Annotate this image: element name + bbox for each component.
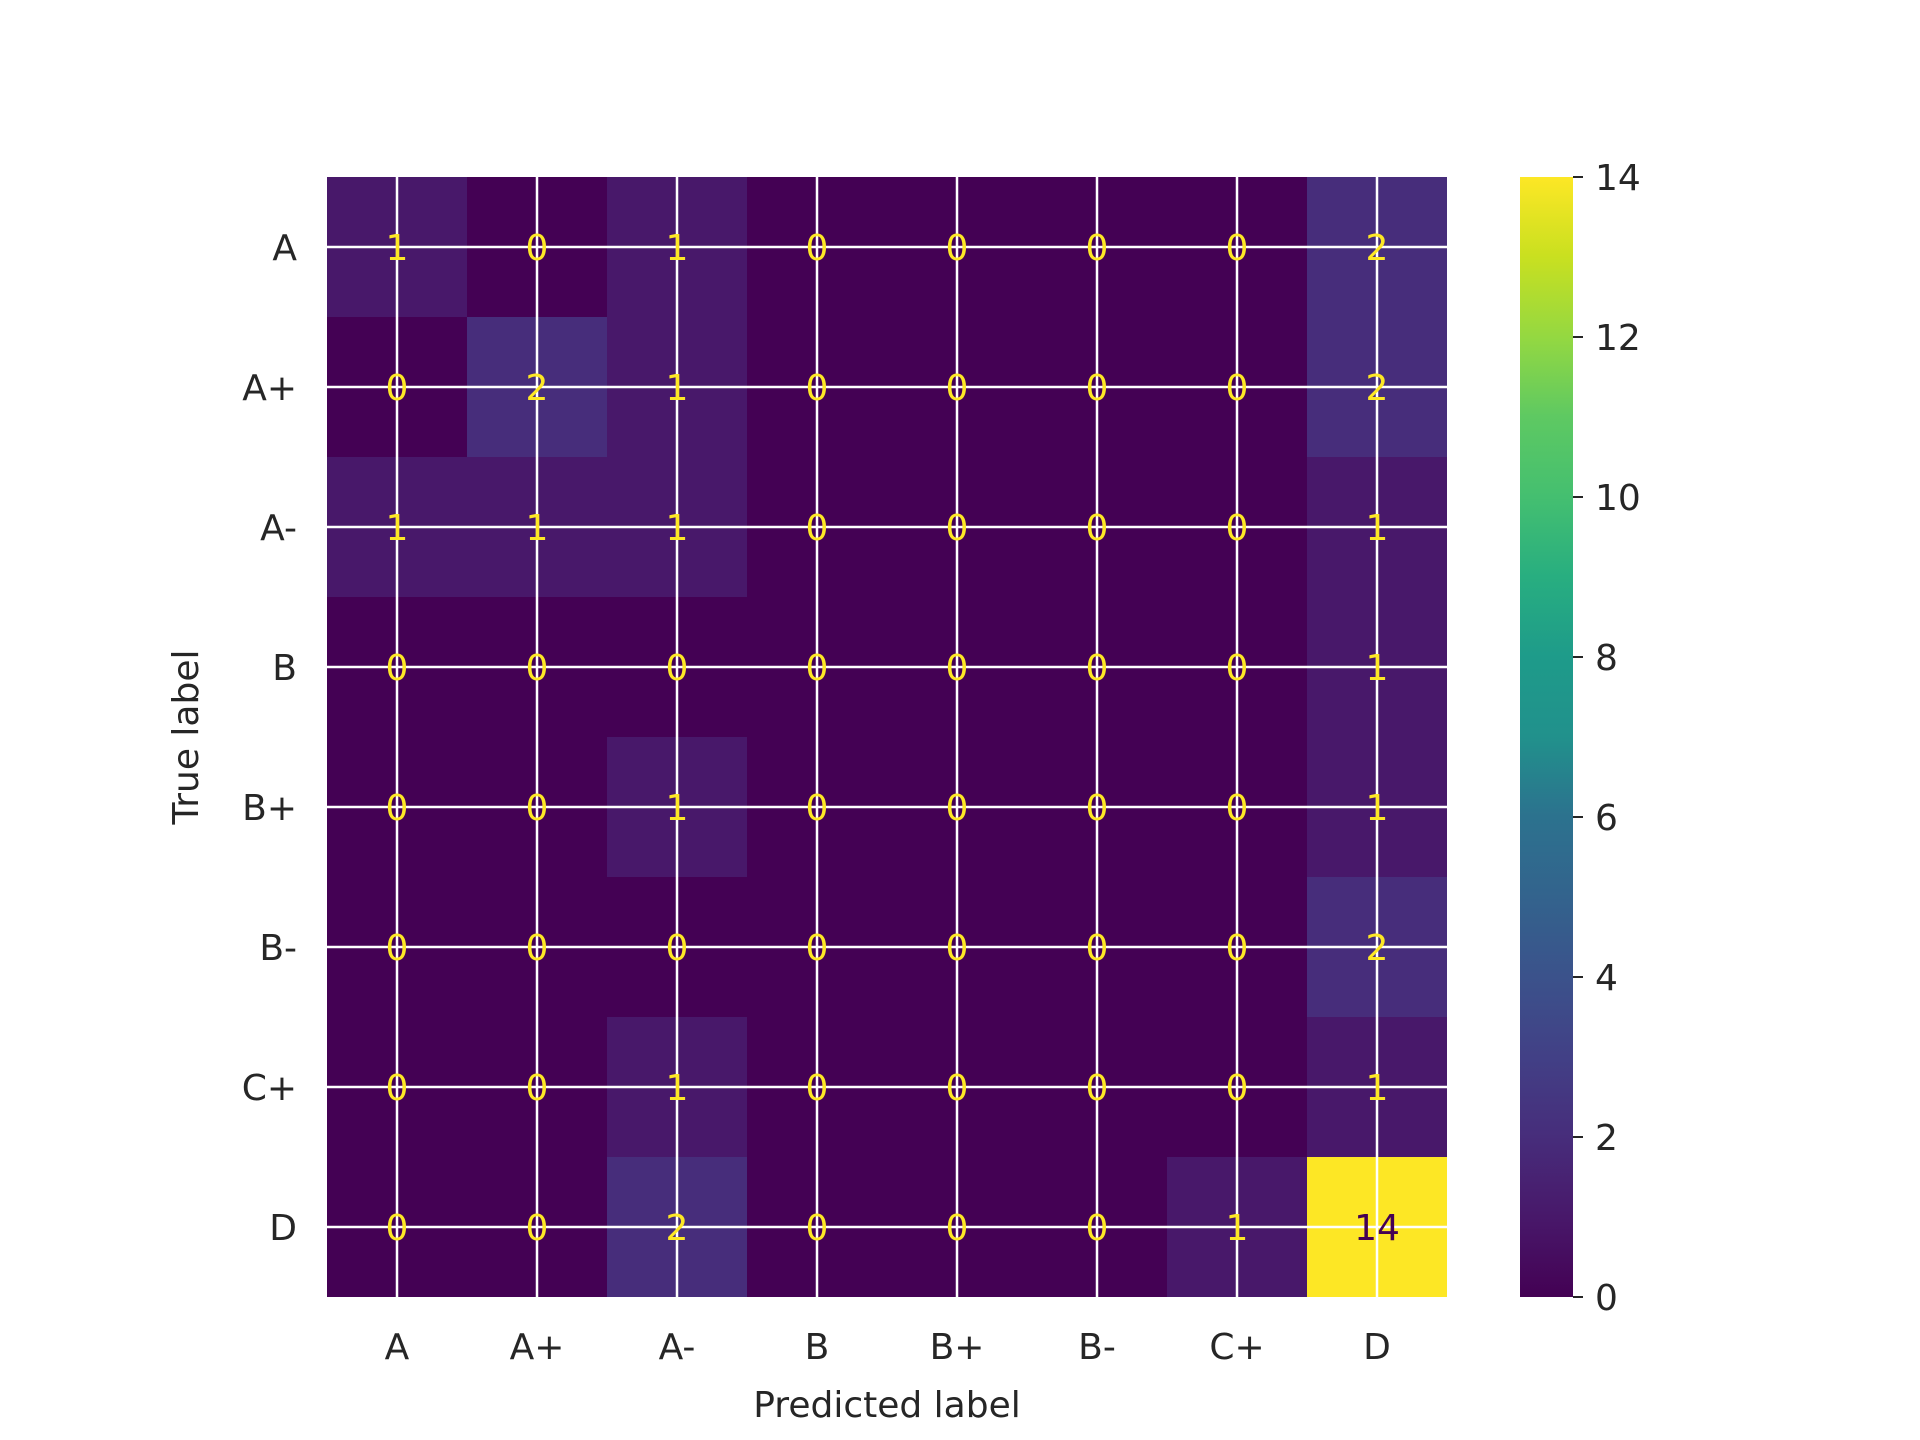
y-tick-label: A: [272, 228, 297, 269]
cell-value-label: 0: [1086, 1208, 1109, 1249]
y-tick-label: B: [272, 648, 297, 689]
cell-value-label: 0: [666, 928, 689, 969]
cell-value-label: 0: [946, 648, 969, 689]
cell-value-label: 1: [666, 508, 689, 549]
y-axis-label: True label: [166, 650, 207, 826]
cell-value-label: 0: [806, 648, 829, 689]
cell-value-label: 1: [1226, 1208, 1249, 1249]
y-axis-ticks: A A+ A- B B+ B- C+ D: [242, 228, 298, 1249]
cell-value-label: 0: [526, 788, 549, 829]
cell-value-label: 0: [666, 648, 689, 689]
y-tick-label: C+: [242, 1068, 297, 1109]
cell-value-label: 0: [386, 648, 409, 689]
cell-value-label: 0: [1086, 1068, 1109, 1109]
cell-value-label: 1: [666, 368, 689, 409]
x-tick-label: B+: [930, 1327, 985, 1368]
cell-value-label: 0: [806, 1208, 829, 1249]
cell-value-label: 0: [806, 228, 829, 269]
cell-value-label: 2: [1366, 368, 1389, 409]
x-tick-label: B-: [1078, 1327, 1116, 1368]
y-tick-label: A+: [242, 368, 297, 409]
cell-value-label: 0: [806, 1068, 829, 1109]
cell-value-label: 0: [386, 1208, 409, 1249]
y-tick-label: B-: [259, 928, 297, 969]
cell-value-label: 0: [526, 228, 549, 269]
cell-value-label: 1: [666, 1068, 689, 1109]
cell-value-label: 0: [1226, 228, 1249, 269]
cell-value-label: 0: [1226, 368, 1249, 409]
cell-value-label: 0: [526, 1068, 549, 1109]
colorbar: [1520, 177, 1573, 1297]
cell-value-label: 14: [1354, 1208, 1400, 1249]
cell-value-label: 0: [1226, 508, 1249, 549]
cell-value-label: 0: [946, 1068, 969, 1109]
y-tick-label: D: [269, 1208, 297, 1249]
cell-value-label: 0: [946, 788, 969, 829]
cell-value-label: 0: [946, 1208, 969, 1249]
cell-value-label: 1: [1366, 508, 1389, 549]
cell-value-label: 0: [946, 228, 969, 269]
cell-value-label: 0: [526, 928, 549, 969]
colorbar-tick-label: 14: [1595, 158, 1641, 199]
cell-value-label: 0: [1086, 228, 1109, 269]
cell-value-label: 0: [1086, 788, 1109, 829]
cell-value-label: 0: [946, 508, 969, 549]
cell-value-label: 0: [386, 1068, 409, 1109]
colorbar-tick-label: 8: [1595, 638, 1618, 679]
colorbar-tick-label: 12: [1595, 318, 1641, 359]
cell-value-label: 2: [526, 368, 549, 409]
cell-value-label: 0: [1226, 1068, 1249, 1109]
cell-value-label: 0: [946, 928, 969, 969]
heatmap-cells: [327, 177, 1447, 1297]
cell-value-label: 1: [666, 228, 689, 269]
cell-value-label: 0: [806, 368, 829, 409]
y-tick-label: A-: [260, 508, 297, 549]
cell-value-label: 0: [1226, 928, 1249, 969]
cell-value-label: 0: [386, 788, 409, 829]
colorbar-tick-label: 10: [1595, 478, 1641, 519]
cell-value-label: 1: [526, 508, 549, 549]
cell-value-label: 1: [666, 788, 689, 829]
x-axis-ticks: A A+ A- B B+ B- C+ D: [385, 1327, 1391, 1368]
cell-value-label: 1: [386, 508, 409, 549]
cell-value-label: 0: [1086, 368, 1109, 409]
cell-value-label: 1: [1366, 1068, 1389, 1109]
cell-value-label: 0: [1086, 928, 1109, 969]
x-tick-label: A-: [659, 1327, 696, 1368]
cell-value-label: 0: [1086, 508, 1109, 549]
x-axis-label: Predicted label: [753, 1385, 1021, 1426]
y-tick-label: B+: [242, 788, 297, 829]
x-tick-label: C+: [1209, 1327, 1264, 1368]
cell-value-label: 0: [806, 788, 829, 829]
cell-value-label: 0: [526, 648, 549, 689]
cell-value-label: 0: [1226, 648, 1249, 689]
cell-value-label: 0: [1086, 648, 1109, 689]
cell-value-label: 2: [1366, 928, 1389, 969]
heatmap-cell-labels: 1 0 1 0 0 0 0 2 0 2 1 0 0 0 0 2 1 1 1 0 0 0 0 1 0 0 0 0 0 0 0 1 0 0 1 0 0 0 0 1…: [386, 228, 1400, 1249]
cell-value-label: 0: [526, 1208, 549, 1249]
colorbar-tick-label: 6: [1595, 798, 1618, 839]
heatmap-gridlines: [327, 177, 1447, 1297]
cell-value-label: 0: [946, 368, 969, 409]
cell-value-label: 2: [1366, 228, 1389, 269]
colorbar-tick-label: 2: [1595, 1118, 1618, 1159]
cell-value-label: 1: [386, 228, 409, 269]
x-tick-label: B: [805, 1327, 830, 1368]
cell-value-label: 1: [1366, 788, 1389, 829]
cell-value-label: 0: [806, 928, 829, 969]
colorbar-ticks: 0 2 4 6 8 10 12 14: [1573, 158, 1641, 1319]
x-tick-label: A: [385, 1327, 410, 1368]
x-tick-label: A+: [510, 1327, 565, 1368]
colorbar-tick-label: 4: [1595, 958, 1618, 999]
colorbar-tick-label: 0: [1595, 1278, 1618, 1319]
x-tick-label: D: [1363, 1327, 1391, 1368]
cell-value-label: 0: [386, 368, 409, 409]
cell-value-label: 0: [1226, 788, 1249, 829]
cell-value-label: 0: [386, 928, 409, 969]
cell-value-label: 0: [806, 508, 829, 549]
cell-value-label: 2: [666, 1208, 689, 1249]
cell-value-label: 1: [1366, 648, 1389, 689]
